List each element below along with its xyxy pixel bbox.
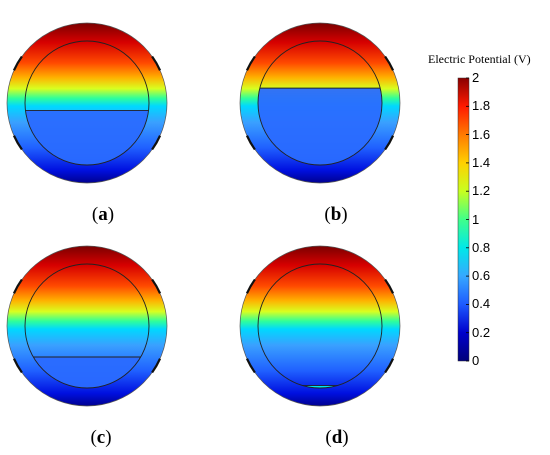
electrode-gap [151,278,162,294]
fluid-region [33,357,141,388]
electrode-gap [12,135,23,151]
colorbar-tick-label: 1.4 [472,154,491,170]
panel-label-a: (a) [91,204,115,225]
inner-boundary-circle [257,40,383,166]
outer-boundary-circle [239,22,401,184]
electrode-gap [245,135,256,151]
colorbar-tick-label: 0.8 [472,239,491,255]
electrode-gap [151,358,162,374]
electrode-gap [245,358,256,374]
colorbar-tick-label: 0.2 [472,324,491,340]
electrode-gap [12,358,23,374]
panel-a [6,22,168,184]
inner-boundary-circle [24,40,150,166]
inner-boundary-circle [24,263,150,389]
outer-boundary-circle [239,245,401,407]
colorbar-tick-label: 1.8 [472,98,491,114]
panel-d [239,245,401,407]
panel-label-b: (b) [324,204,348,225]
inner-boundary-circle [257,263,383,389]
fluid-region [25,110,149,165]
colorbar-title: Electric Potential (V) [428,52,531,66]
electrode-gap [384,278,395,294]
electrode-gap [151,135,162,151]
fluid-region [258,88,382,165]
electrode-gap [12,55,23,71]
electrode-gap [245,278,256,294]
electrode-gap [245,55,256,71]
colorbar-tick-label: 0.6 [472,268,491,284]
colorbar-tick-label: 1.2 [472,183,491,199]
colorbar-tick-label: 1 [472,211,480,227]
panels-layer [6,22,401,407]
outer-boundary-circle [6,245,168,407]
colorbar-tick-label: 0 [472,353,480,368]
panel-label-d: (d) [325,427,349,448]
colorbar-tick-label: 1.6 [472,126,491,142]
potential-field [240,246,400,406]
electrode-gap [12,278,23,294]
panel-b [239,22,401,184]
colorbar-tick-label: 0.4 [472,296,491,312]
outer-boundary-circle [6,22,168,184]
electrode-gap [384,55,395,71]
electrode-gap [384,135,395,151]
panel-label-c: (c) [90,427,112,448]
electrode-gap [384,358,395,374]
colorbar-ticks [466,77,469,362]
panel-c [6,245,168,407]
colorbar-tick-label: 2 [472,70,480,85]
electrode-gap [151,55,162,71]
